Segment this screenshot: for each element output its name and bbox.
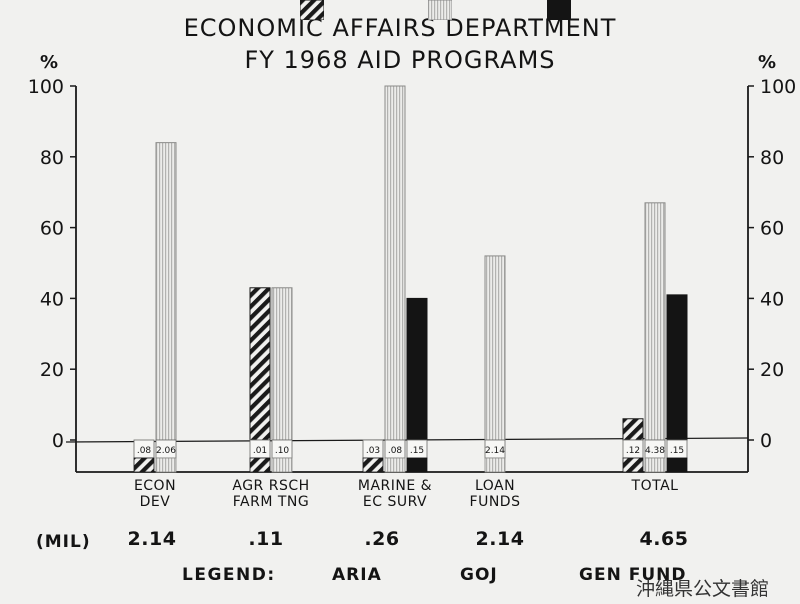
amount-fill-aria	[362, 457, 384, 473]
amount-label-goj: .08	[388, 446, 403, 456]
legend-label-goj: GOJ	[460, 565, 498, 585]
y-tick-label-left: 0	[52, 430, 64, 452]
bar-gen-fund	[666, 294, 688, 441]
bar-goj	[484, 255, 506, 441]
mil-total-value: .11	[248, 528, 284, 550]
category-label: MARINE & EC SURV	[335, 478, 455, 510]
category-label: TOTAL	[595, 478, 715, 494]
category-label-line: FUNDS	[469, 494, 521, 510]
y-tick-label-right: 40	[760, 288, 784, 310]
y-tick-label-right: 0	[760, 430, 772, 452]
category-label-line: DEV	[139, 494, 171, 510]
mil-total-value: 2.14	[475, 528, 525, 550]
bar-gen-fund	[406, 297, 428, 441]
left-axis-unit: %	[40, 52, 59, 73]
y-tick-label-right: 100	[760, 76, 796, 98]
amount-label-aria: .08	[137, 446, 152, 456]
amount-fill-goj	[271, 457, 293, 473]
amount-label-aria: .01	[253, 446, 267, 456]
amount-fill-gen-fund	[666, 457, 688, 473]
y-tick-label-left: 100	[28, 76, 64, 98]
y-tick-label-right: 60	[760, 218, 784, 240]
category-label: AGR RSCH FARM TNG	[211, 478, 331, 510]
category-label-line: MARINE &	[357, 478, 433, 494]
category-label-line: FARM TNG	[232, 494, 310, 510]
bar-goj	[271, 287, 293, 441]
mil-total-value: 2.14	[127, 528, 177, 550]
amount-fill-goj	[644, 457, 666, 473]
legend-label-aria: ARIA	[332, 565, 382, 585]
y-tick-label-left: 80	[40, 147, 64, 169]
amount-fill-goj	[384, 457, 406, 473]
category-label-line: TOTAL	[631, 478, 679, 494]
archive-watermark: 沖縄県公文書館	[636, 578, 770, 600]
amount-label-gen-fund: .15	[670, 446, 684, 456]
category-label-line: AGR RSCH	[232, 478, 310, 494]
category-label-line: ECON	[133, 478, 177, 494]
amount-label-goj: .10	[275, 446, 290, 456]
y-tick-label-right: 80	[760, 147, 784, 169]
bar-aria	[622, 418, 644, 441]
amount-label-goj: 4.38	[645, 446, 665, 456]
legend-label-gen-fund: GEN FUND	[579, 565, 687, 585]
bar-goj	[384, 85, 406, 441]
legend-title: LEGEND:	[182, 565, 276, 585]
amount-label-aria: .03	[366, 446, 380, 456]
mil-unit-label: (MIL)	[36, 532, 91, 552]
mil-total-value: .26	[364, 528, 400, 550]
category-label-line: LOAN	[474, 478, 516, 494]
chart-subtitle: FY 1968 AID PROGRAMS	[244, 46, 556, 74]
amount-fill-aria	[249, 457, 271, 473]
bar-aria	[249, 287, 271, 441]
amount-fill-aria	[133, 457, 155, 473]
amount-label-aria: .12	[626, 446, 640, 456]
y-tick-label-left: 40	[40, 288, 64, 310]
bar-goj	[644, 202, 666, 441]
y-tick-label-right: 20	[760, 359, 784, 381]
legend-swatch-aria	[300, 0, 324, 20]
amount-fill-goj	[484, 457, 506, 473]
mil-total-value: 4.65	[639, 528, 689, 550]
amount-fill-gen-fund	[406, 457, 428, 473]
category-label: ECON DEV	[95, 478, 215, 510]
amount-fill-goj	[155, 457, 177, 473]
right-axis-unit: %	[758, 52, 777, 73]
category-label-line: EC SURV	[362, 494, 428, 510]
amount-label-goj: 2.06	[156, 446, 176, 456]
y-tick-label-left: 60	[40, 218, 64, 240]
y-tick-label-left: 20	[40, 359, 64, 381]
bar-goj	[155, 142, 177, 441]
category-label: LOAN FUNDS	[435, 478, 555, 510]
amount-fill-aria	[622, 457, 644, 473]
legend-swatch-gen-fund	[547, 0, 571, 20]
chart-title: ECONOMIC AFFAIRS DEPARTMENT	[183, 14, 617, 42]
amount-label-gen-fund: .15	[410, 446, 424, 456]
legend-swatch-goj	[428, 0, 452, 20]
amount-label-goj: 2.14	[485, 446, 505, 456]
